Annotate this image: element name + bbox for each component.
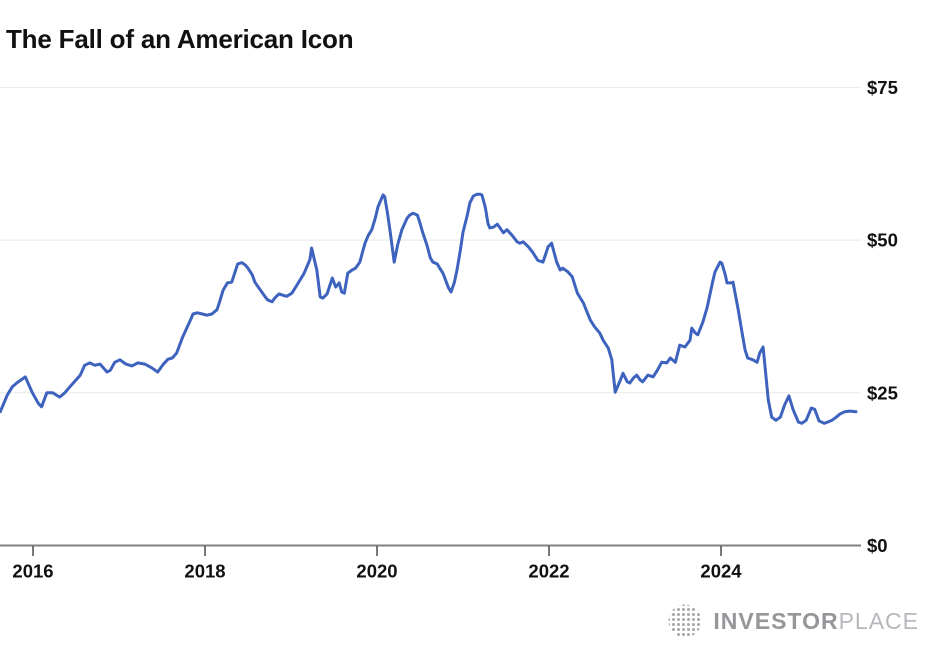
x-tick-label: 2018	[184, 561, 225, 582]
brand-investor: INVESTOR	[713, 607, 839, 634]
y-tick-label: $75	[867, 77, 898, 98]
dotted-globe-icon	[668, 604, 702, 638]
chart-title: The Fall of an American Icon	[6, 24, 354, 54]
brand-place: PLACE	[838, 607, 919, 634]
y-tick-label: $50	[867, 230, 898, 251]
y-tick-label: $25	[867, 382, 898, 403]
price-line	[0, 192, 858, 425]
investorplace-logo: INVESTORPLACE	[666, 602, 919, 640]
x-tick-label: 2024	[700, 561, 742, 582]
x-tick-label: 2016	[12, 561, 53, 582]
x-tick-label: 2022	[528, 561, 569, 582]
brand-wordmark: INVESTORPLACE	[713, 608, 919, 635]
y-tick-label: $0	[867, 535, 888, 556]
x-tick-label: 2020	[356, 561, 397, 582]
